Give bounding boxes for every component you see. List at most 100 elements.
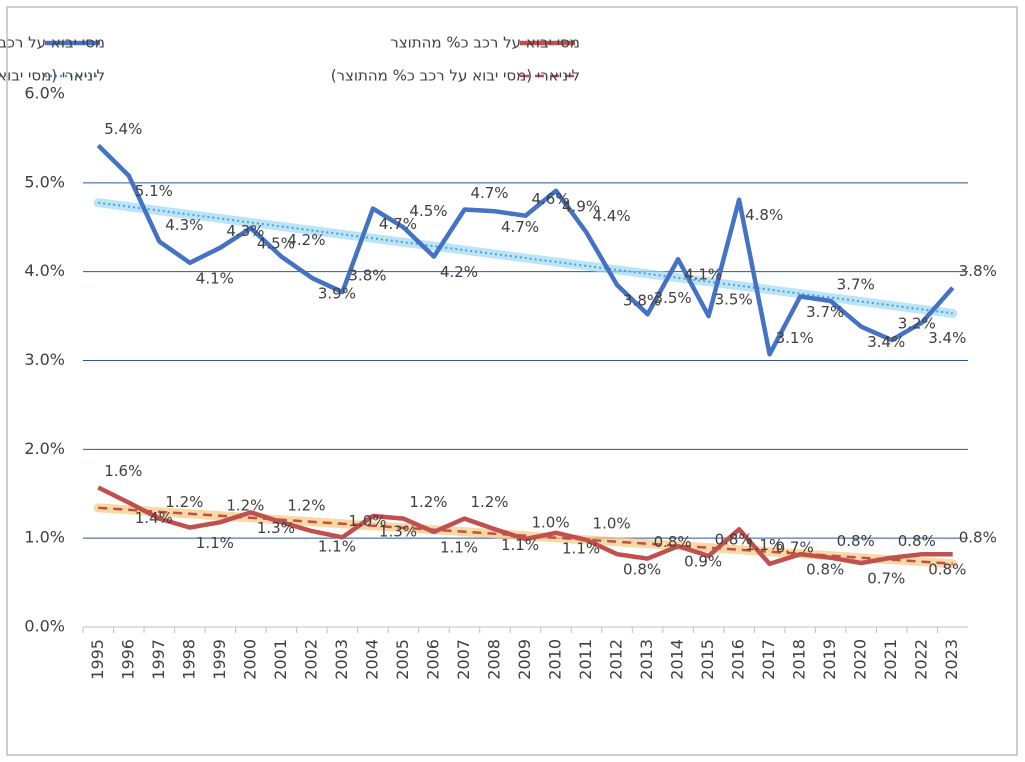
data-label: 0.8% — [654, 533, 692, 551]
data-label: 3.4% — [867, 333, 905, 351]
data-label: 3.7% — [837, 275, 875, 293]
x-tick-label: 2008 — [484, 639, 503, 680]
data-label: 1.1% — [562, 539, 600, 557]
legend-label: מסי יבוא על רכב כאחוז מסך גביית המסים — [0, 34, 105, 52]
data-label: 3.5% — [654, 289, 692, 307]
data-label: 4.7% — [501, 218, 539, 236]
data-label: 4.9% — [562, 197, 600, 215]
data-label: 3.2% — [898, 315, 936, 333]
data-label: 3.9% — [318, 284, 356, 302]
data-label: 4.5% — [409, 202, 447, 220]
x-tick-label: 2013 — [637, 639, 656, 680]
series-line — [97, 485, 953, 567]
data-label: 3.1% — [776, 329, 814, 347]
data-label: 1.1% — [196, 534, 234, 552]
data-label: 1.6% — [104, 462, 142, 480]
chart-frame — [6, 6, 1018, 756]
data-label: 3.7% — [806, 303, 844, 321]
x-tick-label: 2010 — [546, 639, 565, 680]
x-tick-label: 2020 — [851, 639, 870, 680]
trendline — [98, 201, 953, 315]
x-tick-label: 2001 — [271, 639, 290, 680]
x-tick-label: 1998 — [179, 639, 198, 680]
x-tick-label: 2005 — [393, 639, 412, 680]
data-label: 0.8% — [898, 532, 936, 550]
y-tick-label: 0.0% — [24, 617, 65, 636]
x-tick-label: 1997 — [149, 639, 168, 680]
data-label: 1.3% — [257, 519, 295, 537]
data-label: 1.2% — [287, 497, 325, 515]
data-label: 0.8% — [959, 529, 997, 547]
legend-label: מסי יבוא על רכב כ% מהתוצר — [390, 34, 580, 52]
legend-label: ליניארי (מסי יבוא על רכב כאחוז מסך גביית… — [0, 67, 105, 85]
x-tick-label: 2009 — [515, 639, 534, 680]
data-label: 1.1% — [501, 536, 539, 554]
data-label: 3.8% — [348, 267, 386, 285]
data-label: 4.6% — [532, 190, 570, 208]
data-label: 4.2% — [440, 263, 478, 281]
y-tick-label: 4.0% — [24, 261, 65, 280]
data-label: 4.7% — [470, 184, 508, 202]
x-tick-label: 2006 — [423, 639, 442, 680]
x-tick-label: 1996 — [118, 639, 137, 680]
data-label: 1.0% — [532, 514, 570, 532]
data-label: 3.5% — [715, 291, 753, 309]
y-tick-label: 1.0% — [24, 528, 65, 547]
x-tick-label: 2022 — [912, 639, 931, 680]
series-line — [96, 143, 955, 357]
x-tick-label: 2015 — [698, 639, 717, 680]
x-tick-label: 2018 — [790, 639, 809, 680]
data-label: 5.1% — [135, 182, 173, 200]
data-label: 4.2% — [287, 231, 325, 249]
data-label: 0.7% — [776, 538, 814, 556]
data-label: 0.8% — [928, 561, 966, 579]
x-tick-label: 2003 — [332, 639, 351, 680]
data-label: 0.7% — [867, 570, 905, 588]
data-label: 1.0% — [348, 512, 386, 530]
data-label: 4.4% — [593, 207, 631, 225]
y-tick-label: 2.0% — [24, 439, 65, 458]
x-tick-label: 2023 — [942, 639, 961, 680]
x-tick-label: 2011 — [576, 639, 595, 680]
data-label: 1.0% — [593, 514, 631, 532]
data-label: 1.2% — [409, 493, 447, 511]
data-label: 0.8% — [806, 561, 844, 579]
x-tick-label: 1995 — [88, 639, 107, 680]
data-label: 1.2% — [165, 493, 203, 511]
x-tick-label: 2014 — [668, 639, 687, 680]
data-label: 4.1% — [196, 269, 234, 287]
data-label: 1.2% — [470, 493, 508, 511]
data-label: 0.8% — [837, 532, 875, 550]
data-label: 4.3% — [165, 216, 203, 234]
data-label: 3.8% — [959, 262, 997, 280]
x-tick-label: 2016 — [729, 639, 748, 680]
data-label: 1.2% — [226, 497, 264, 515]
x-tick-label: 2007 — [454, 639, 473, 680]
data-label: 1.4% — [135, 509, 173, 527]
data-label: 0.9% — [684, 553, 722, 571]
x-tick-label: 2004 — [362, 639, 381, 680]
data-label: 3.8% — [623, 291, 661, 309]
data-label: 3.4% — [928, 329, 966, 347]
x-tick-label: 2000 — [240, 639, 259, 680]
data-label: 4.7% — [379, 215, 417, 233]
data-label: 0.8% — [715, 530, 753, 548]
legend-label: ליניארי (מסי יבוא על רכב כ% מהתוצר) — [331, 67, 580, 85]
data-label: 1.1% — [745, 536, 783, 554]
data-label: 1.3% — [379, 522, 417, 540]
data-label: 0.8% — [623, 561, 661, 579]
data-label: 4.1% — [684, 266, 722, 284]
x-tick-label: 2002 — [301, 639, 320, 680]
y-tick-label: 3.0% — [24, 350, 65, 369]
y-tick-label: 6.0% — [24, 84, 65, 103]
x-tick-label: 2021 — [881, 639, 900, 680]
x-tick-label: 2019 — [820, 639, 839, 680]
data-label: 4.5% — [257, 235, 295, 253]
x-tick-label: 2012 — [607, 639, 626, 680]
data-label: 4.3% — [226, 222, 264, 240]
x-tick-label: 2017 — [759, 639, 778, 680]
data-label: 5.4% — [104, 120, 142, 138]
data-label: 4.8% — [745, 206, 783, 224]
